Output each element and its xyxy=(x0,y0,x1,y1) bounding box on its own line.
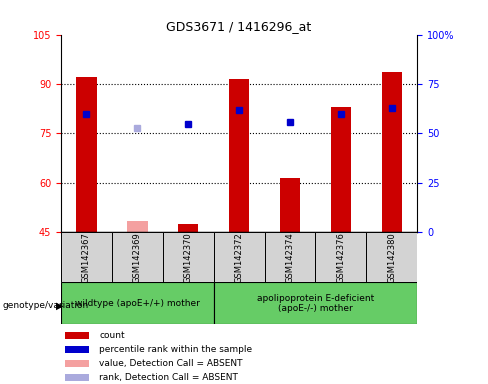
Bar xyxy=(65,346,89,353)
Text: value, Detection Call = ABSENT: value, Detection Call = ABSENT xyxy=(99,359,243,367)
Text: GSM142369: GSM142369 xyxy=(133,232,142,283)
Title: GDS3671 / 1416296_at: GDS3671 / 1416296_at xyxy=(166,20,312,33)
Text: genotype/variation: genotype/variation xyxy=(2,301,89,310)
Text: GSM142367: GSM142367 xyxy=(82,232,91,283)
Text: ▶: ▶ xyxy=(56,300,63,310)
Text: GSM142380: GSM142380 xyxy=(387,232,396,283)
Bar xyxy=(214,232,264,282)
Bar xyxy=(65,332,89,339)
Bar xyxy=(76,78,97,232)
Bar xyxy=(178,224,199,232)
Text: percentile rank within the sample: percentile rank within the sample xyxy=(99,345,252,354)
Bar xyxy=(280,178,300,232)
Bar xyxy=(61,282,214,324)
Bar xyxy=(65,360,89,367)
Text: GSM142376: GSM142376 xyxy=(336,232,346,283)
Text: wildtype (apoE+/+) mother: wildtype (apoE+/+) mother xyxy=(75,299,200,308)
Text: count: count xyxy=(99,331,125,340)
Bar xyxy=(214,282,417,324)
Bar xyxy=(229,79,249,232)
Bar xyxy=(127,221,147,232)
Bar xyxy=(366,232,417,282)
Bar xyxy=(264,232,315,282)
Bar xyxy=(112,232,163,282)
Text: rank, Detection Call = ABSENT: rank, Detection Call = ABSENT xyxy=(99,372,238,382)
Bar xyxy=(382,73,402,232)
Bar xyxy=(163,232,214,282)
Text: GSM142372: GSM142372 xyxy=(235,232,244,283)
Bar xyxy=(61,232,112,282)
Text: GSM142370: GSM142370 xyxy=(183,232,193,283)
Bar xyxy=(315,232,366,282)
Bar xyxy=(331,107,351,232)
Text: GSM142374: GSM142374 xyxy=(285,232,295,283)
Bar xyxy=(65,374,89,381)
Text: apolipoprotein E-deficient
(apoE-/-) mother: apolipoprotein E-deficient (apoE-/-) mot… xyxy=(257,294,374,313)
